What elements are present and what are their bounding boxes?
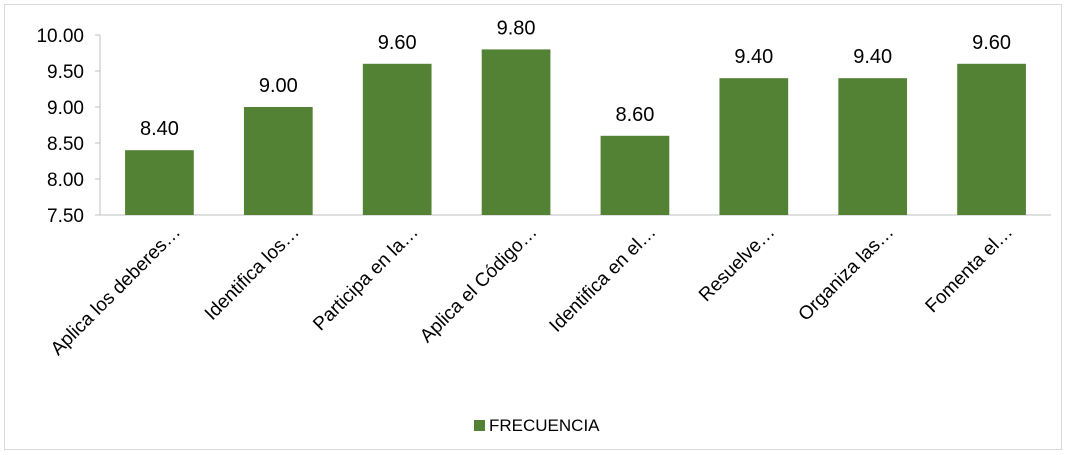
- y-tick-label: 8.50: [47, 134, 84, 155]
- data-label: 9.60: [378, 32, 417, 54]
- data-label: 8.60: [615, 104, 654, 126]
- x-tick-label: Participa en la…: [309, 222, 422, 335]
- data-label: 9.40: [734, 46, 773, 68]
- y-tick-label: 10.00: [36, 26, 84, 47]
- data-label: 9.80: [497, 17, 536, 39]
- x-tick-label: Aplica el Código…: [416, 222, 541, 347]
- data-label: 9.00: [259, 75, 298, 97]
- y-tick-label: 9.50: [47, 62, 84, 83]
- data-label: 9.40: [853, 46, 892, 68]
- x-tick-label: Aplica los deberes…: [47, 222, 185, 360]
- legend-label: FRECUENCIA: [489, 416, 600, 435]
- y-tick-label: 8.00: [47, 170, 84, 191]
- legend-swatch: [474, 420, 485, 431]
- x-tick-label: Organiza las…: [795, 222, 899, 326]
- data-label: 8.40: [140, 118, 179, 140]
- bar: [838, 78, 908, 215]
- chart-frame: 7.50 8.00 8.50 9.00 9.50 10.00 8.40 9.00 9.60 9.…: [4, 4, 1062, 450]
- bars: [125, 49, 1026, 216]
- x-tick-label: Resuelve…: [695, 222, 779, 306]
- bar: [719, 78, 789, 215]
- x-tick-label: Identifica los…: [201, 222, 304, 325]
- x-tick-label: Identifica en el…: [546, 222, 661, 337]
- x-tick-label: Fomenta el…: [922, 222, 1017, 317]
- bar: [600, 135, 670, 215]
- y-tick-label: 9.00: [47, 98, 84, 119]
- bar: [481, 49, 551, 216]
- bar: [362, 63, 432, 215]
- x-axis-ticks: Aplica los deberes… Identifica los… Partic…: [47, 222, 1017, 360]
- y-tick-label: 7.50: [47, 206, 84, 227]
- bar-chart: 7.50 8.00 8.50 9.00 9.50 10.00 8.40 9.00 9.60 9.…: [36, 17, 1051, 435]
- data-labels: 8.40 9.00 9.60 9.80 8.60 9.40 9.40 9.60: [140, 17, 1011, 140]
- bar: [243, 107, 313, 215]
- bar: [125, 150, 194, 215]
- data-label: 9.60: [972, 32, 1011, 54]
- y-axis-ticks: 7.50 8.00 8.50 9.00 9.50 10.00: [36, 26, 100, 227]
- bar: [957, 63, 1026, 215]
- legend: FRECUENCIA: [474, 416, 600, 435]
